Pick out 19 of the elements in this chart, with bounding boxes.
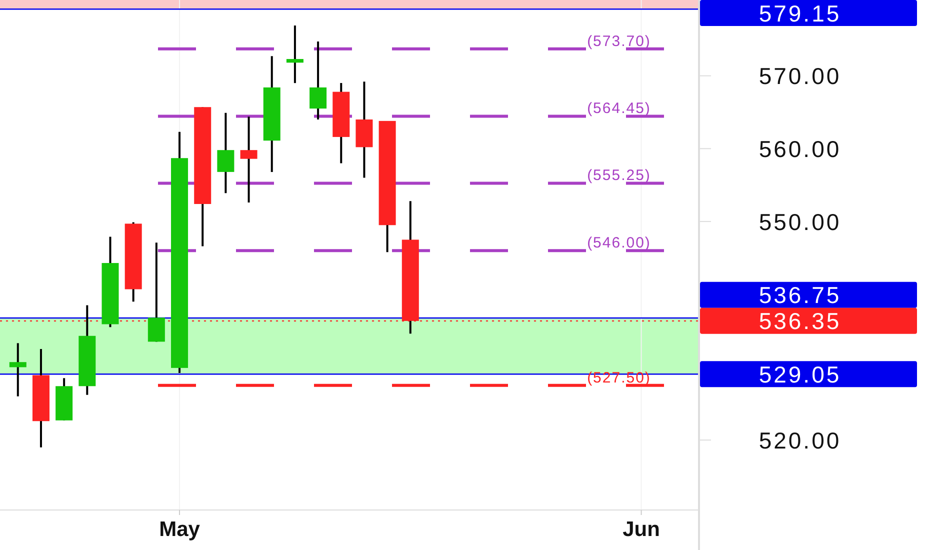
x-tick-label: Jun	[622, 518, 660, 541]
ref-line-label: (564.45)	[587, 100, 651, 118]
y-tick-label: 560.00	[758, 136, 842, 162]
x-tick-label: May	[159, 518, 200, 541]
candlestick	[310, 40, 327, 120]
ref-line-label: 536.75	[758, 282, 842, 308]
candlestick	[286, 24, 304, 84]
ref-line-label: (546.00)	[587, 234, 651, 252]
y-tick-label: 520.00	[758, 427, 842, 454]
candlestick	[240, 116, 258, 204]
ref-line-label: 579.15	[758, 0, 842, 26]
candlestick	[9, 342, 26, 398]
ref-line-label: (573.70)	[587, 32, 651, 50]
y-tick-label: 570.00	[758, 63, 842, 90]
ref-line-label: 529.05	[758, 361, 842, 388]
y-tick-label: 550.00	[758, 208, 842, 235]
ref-line-label: (555.25)	[587, 167, 651, 184]
candlestick	[217, 112, 234, 194]
ref-line-label: 536.35	[758, 308, 842, 334]
